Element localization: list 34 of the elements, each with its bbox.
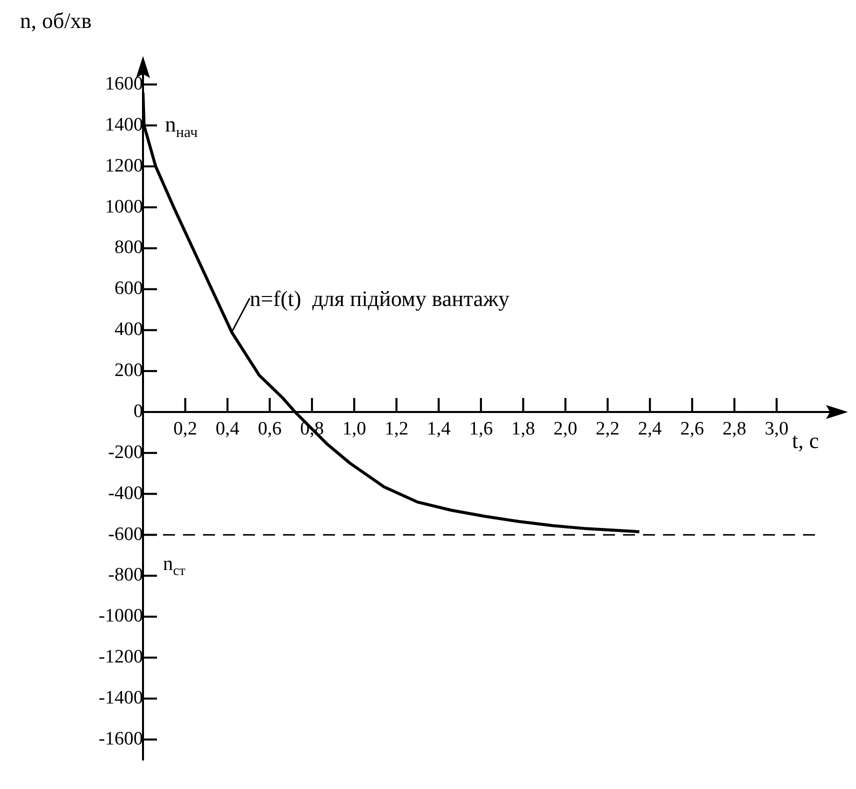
y-tick-label: -1000: [98, 606, 143, 627]
y-tick-label: 800: [114, 237, 143, 258]
x-axis-title: t, с: [792, 428, 820, 453]
y-tick-label: 200: [114, 360, 143, 382]
x-tick-label: 2,4: [638, 418, 662, 440]
y-tick-label: -1200: [98, 646, 143, 668]
x-tick-label: 0,2: [173, 418, 198, 440]
y-tick-label: -800: [108, 564, 143, 586]
x-tick-label: 2,2: [596, 418, 620, 440]
y-tick-label: -400: [108, 482, 143, 504]
x-tick-label: 2,6: [680, 418, 704, 440]
x-tick-label: 2,8: [722, 418, 746, 440]
y-tick-label: 1000: [105, 196, 143, 218]
y-axis-title: n, об/хв: [20, 8, 92, 33]
x-tick-label: 1,4: [426, 418, 452, 440]
y-tick-label: 1200: [105, 155, 143, 176]
x-tick-label: 0,4: [216, 418, 240, 440]
annotation: n=f(t) для підйому вантажу: [250, 286, 510, 312]
y-tick-label: 600: [114, 278, 143, 300]
x-tick-label: 2,0: [554, 418, 578, 440]
x-tick-label: 1,2: [384, 418, 408, 440]
y-tick-label: -1400: [98, 688, 143, 709]
y-tick-label: -1600: [98, 728, 143, 750]
y-tick-label: -200: [108, 442, 143, 463]
x-tick-label: 1,6: [469, 418, 493, 440]
x-tick-label: 1,8: [511, 418, 536, 440]
x-tick-label: 0,6: [258, 418, 282, 440]
y-tick-label: 0: [134, 400, 143, 422]
y-tick-label: 1400: [105, 114, 143, 136]
x-tick-label: 1,0: [342, 418, 366, 440]
y-tick-label: 400: [114, 319, 143, 340]
x-tick-label: 3,0: [764, 418, 789, 440]
y-tick-label: 1600: [105, 73, 143, 94]
y-tick-label: -600: [108, 524, 143, 545]
